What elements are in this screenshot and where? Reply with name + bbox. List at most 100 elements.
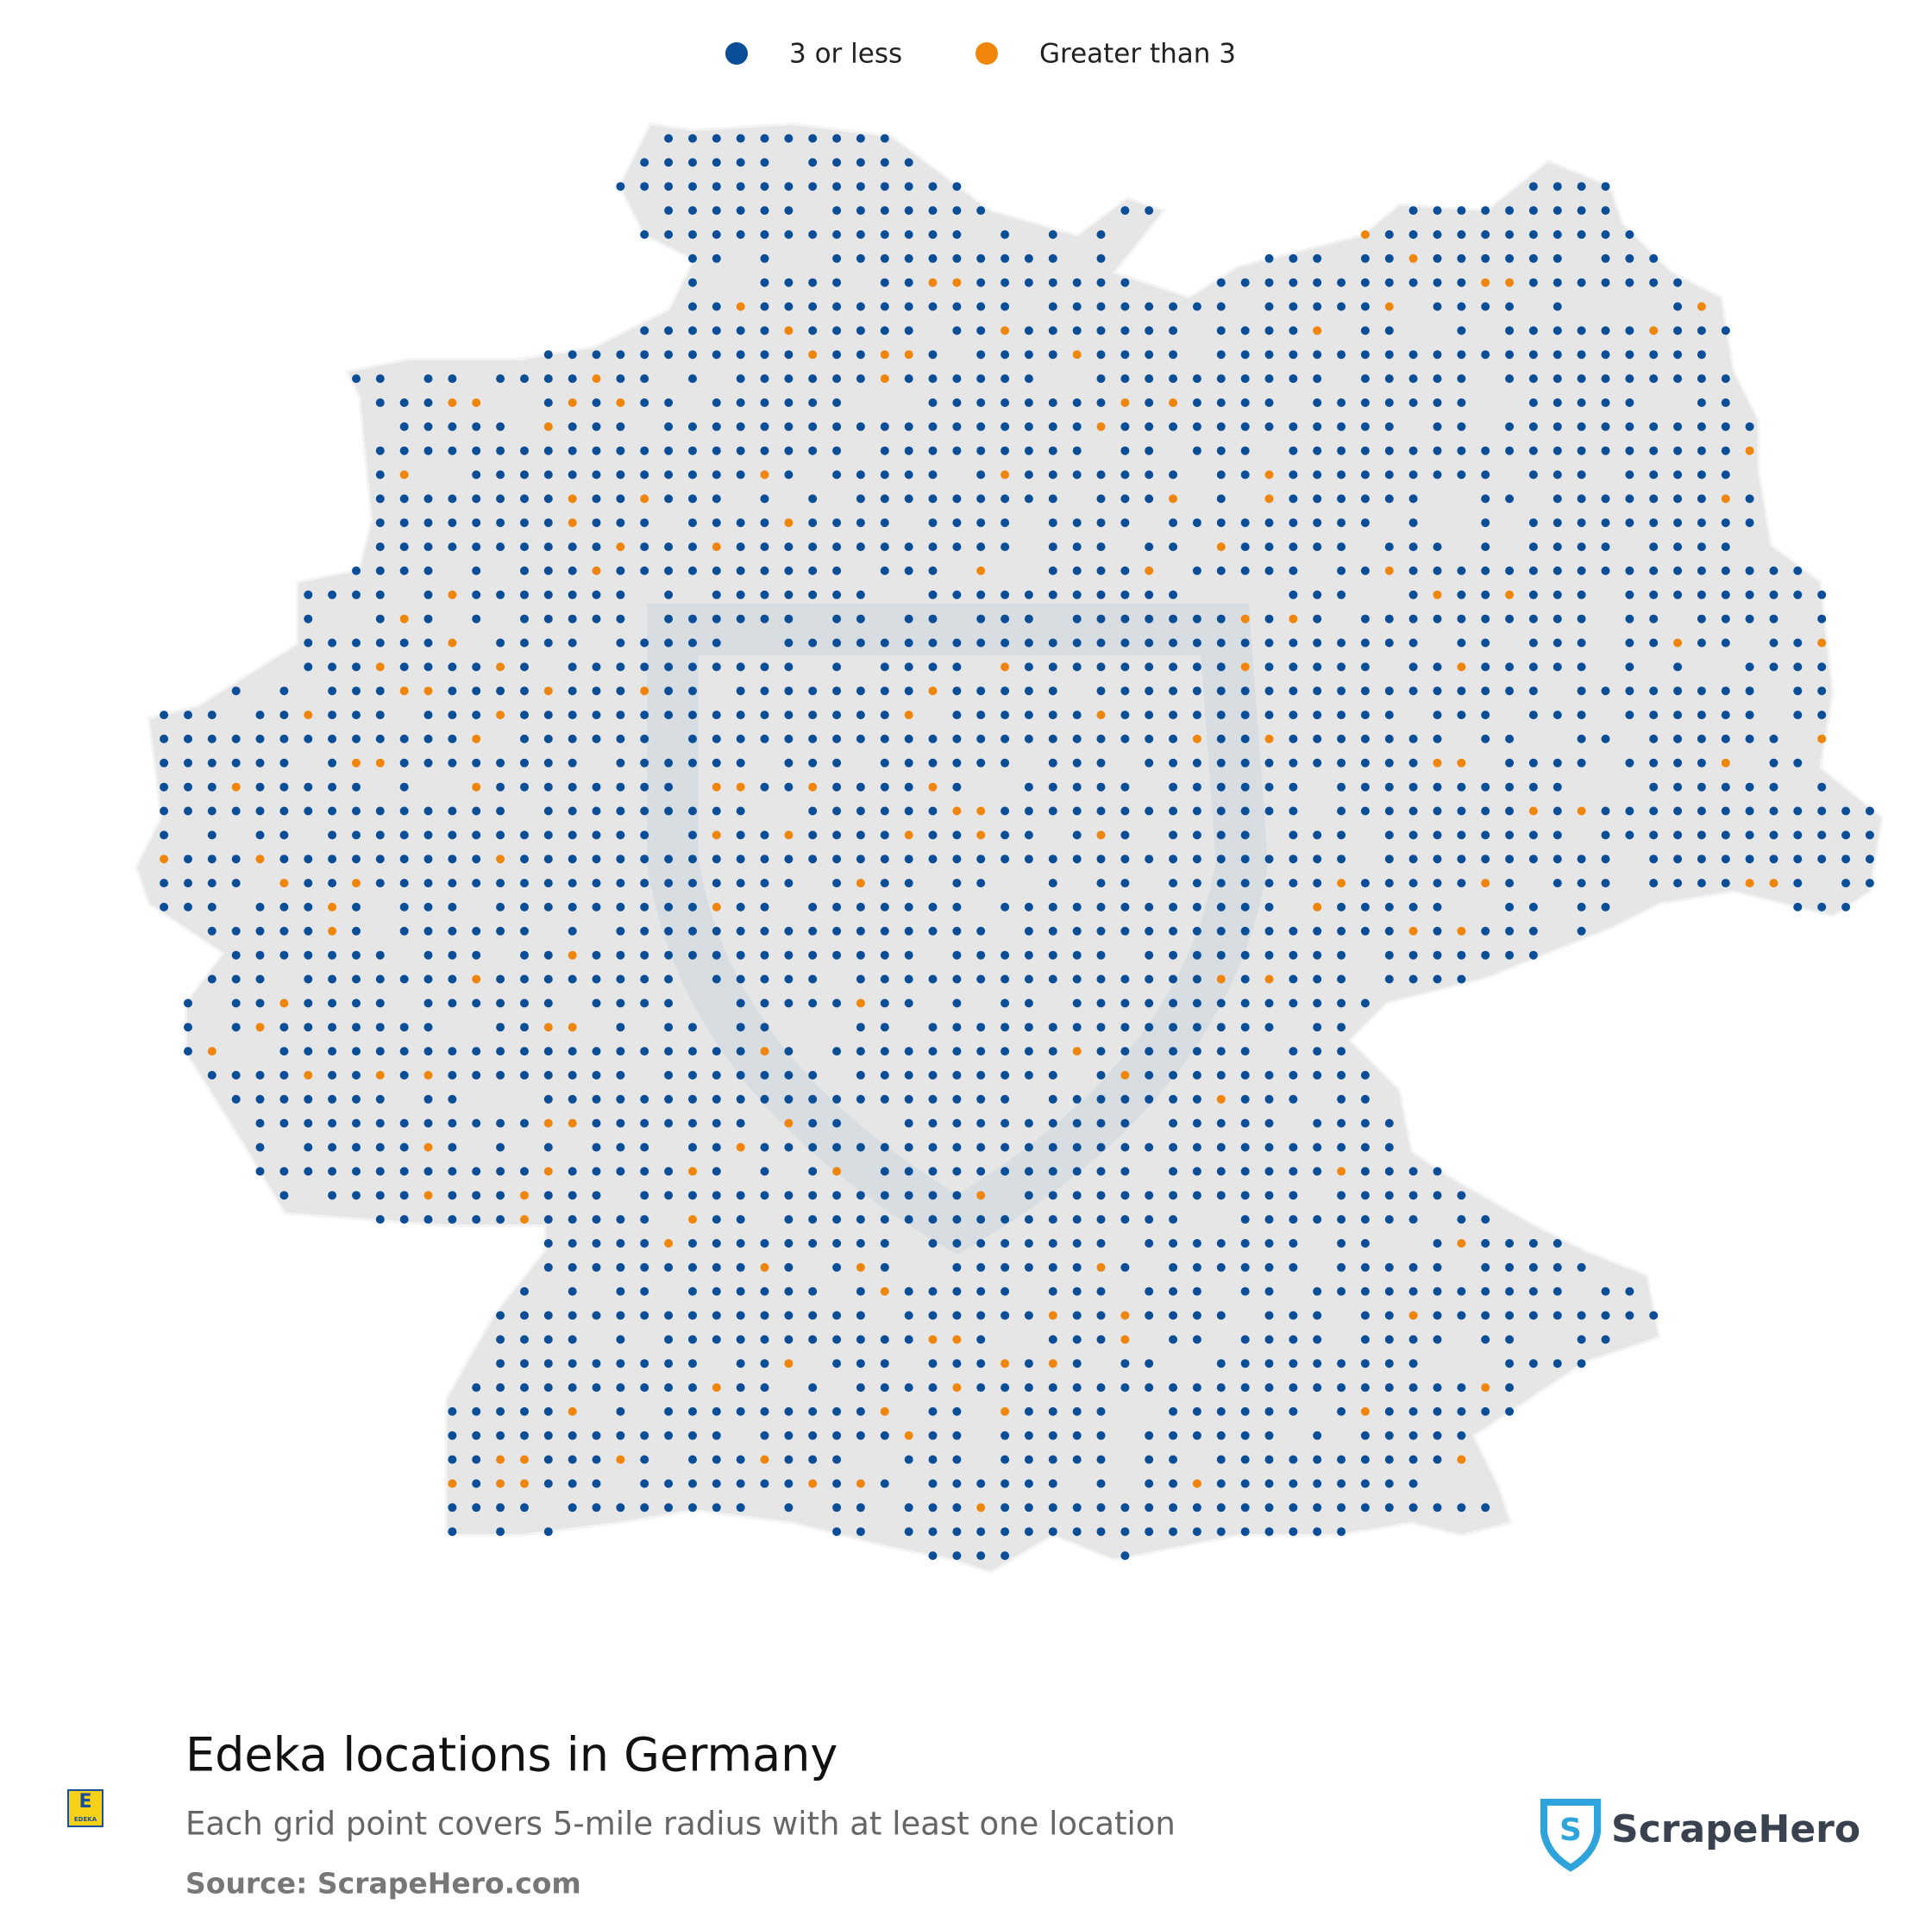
grid-point	[808, 1406, 818, 1416]
grid-point	[1337, 566, 1346, 575]
grid-point	[448, 638, 457, 648]
grid-point	[1408, 782, 1418, 792]
grid-point	[1145, 1503, 1154, 1512]
grid-point	[1625, 638, 1634, 648]
grid-point	[1024, 1070, 1033, 1080]
grid-point	[1360, 1359, 1370, 1368]
grid-point	[399, 974, 409, 984]
grid-point	[423, 879, 433, 888]
grid-point	[231, 999, 241, 1008]
grid-point	[784, 1143, 794, 1152]
grid-point	[1000, 446, 1010, 455]
grid-point	[1240, 902, 1250, 911]
grid-point	[375, 638, 385, 648]
grid-point	[1337, 879, 1346, 888]
grid-point	[1433, 879, 1442, 888]
grid-point	[1169, 711, 1178, 720]
grid-point	[543, 1383, 553, 1393]
grid-point	[1337, 1527, 1346, 1537]
grid-point	[1072, 1094, 1082, 1104]
grid-point	[1120, 855, 1130, 864]
grid-point	[616, 566, 625, 575]
grid-point	[832, 566, 842, 575]
grid-point	[760, 686, 769, 696]
grid-point	[688, 1455, 697, 1464]
grid-point	[1216, 1431, 1226, 1440]
grid-point	[1817, 902, 1827, 911]
grid-point	[688, 1094, 697, 1104]
grid-point	[760, 206, 769, 216]
grid-point	[904, 926, 913, 936]
grid-point	[904, 374, 913, 384]
grid-point	[1528, 1262, 1538, 1272]
grid-point	[1505, 1287, 1515, 1296]
grid-point	[184, 879, 192, 888]
grid-point	[1240, 1335, 1250, 1344]
grid-point	[832, 1094, 842, 1104]
grid-point	[616, 494, 625, 504]
grid-point	[1072, 470, 1082, 479]
grid-point	[375, 1070, 385, 1080]
grid-point	[1313, 1431, 1322, 1440]
grid-point	[1264, 1359, 1274, 1368]
grid-point	[1505, 494, 1515, 504]
grid-point	[496, 1118, 505, 1128]
grid-point	[1120, 879, 1130, 888]
grid-point	[520, 879, 529, 888]
grid-point	[1048, 734, 1057, 743]
source: Source: ScrapeHero.com	[185, 1867, 581, 1901]
grid-point	[1408, 1431, 1418, 1440]
grid-point	[640, 1479, 649, 1488]
grid-point	[688, 734, 697, 743]
grid-point	[664, 1094, 674, 1104]
grid-point	[1216, 1383, 1226, 1393]
grid-point	[880, 638, 889, 648]
grid-point	[568, 1503, 577, 1512]
grid-point	[304, 638, 313, 648]
grid-point	[640, 830, 649, 840]
grid-point	[520, 1479, 529, 1488]
grid-point	[1408, 758, 1418, 767]
grid-point	[1313, 879, 1322, 888]
grid-point	[304, 806, 313, 816]
grid-point	[1192, 1479, 1201, 1488]
grid-point	[928, 662, 938, 672]
grid-point	[1096, 350, 1106, 360]
grid-point	[736, 422, 745, 431]
grid-point	[736, 686, 745, 696]
grid-point	[928, 446, 938, 455]
grid-point	[448, 1070, 457, 1080]
grid-point	[1481, 1406, 1490, 1416]
grid-point	[712, 1335, 721, 1344]
grid-point	[1145, 1359, 1154, 1368]
grid-point	[856, 230, 865, 239]
grid-point	[880, 470, 889, 479]
grid-point	[1433, 1311, 1442, 1320]
grid-point	[1481, 1383, 1490, 1393]
grid-point	[1096, 950, 1106, 960]
subtitle: Each grid point covers 5-mile radius wit…	[185, 1806, 1176, 1843]
grid-point	[1192, 1118, 1201, 1128]
grid-point	[952, 1287, 962, 1296]
grid-point	[712, 518, 721, 528]
grid-point	[1433, 374, 1442, 384]
grid-point	[1433, 662, 1442, 672]
grid-point	[1192, 1406, 1201, 1416]
grid-point	[808, 830, 818, 840]
grid-point	[1145, 806, 1154, 816]
grid-point	[1024, 1023, 1033, 1032]
grid-point	[1649, 254, 1659, 263]
grid-point	[448, 1118, 457, 1128]
grid-point	[207, 879, 216, 888]
grid-point	[1024, 950, 1033, 960]
grid-point	[952, 422, 962, 431]
grid-point	[1240, 855, 1250, 864]
grid-point	[760, 590, 769, 599]
grid-point	[375, 879, 385, 888]
grid-point	[1337, 1287, 1346, 1296]
grid-point	[688, 494, 697, 504]
grid-point	[616, 830, 625, 840]
grid-point	[375, 974, 385, 984]
grid-point	[1145, 542, 1154, 552]
grid-point	[1145, 1094, 1154, 1104]
